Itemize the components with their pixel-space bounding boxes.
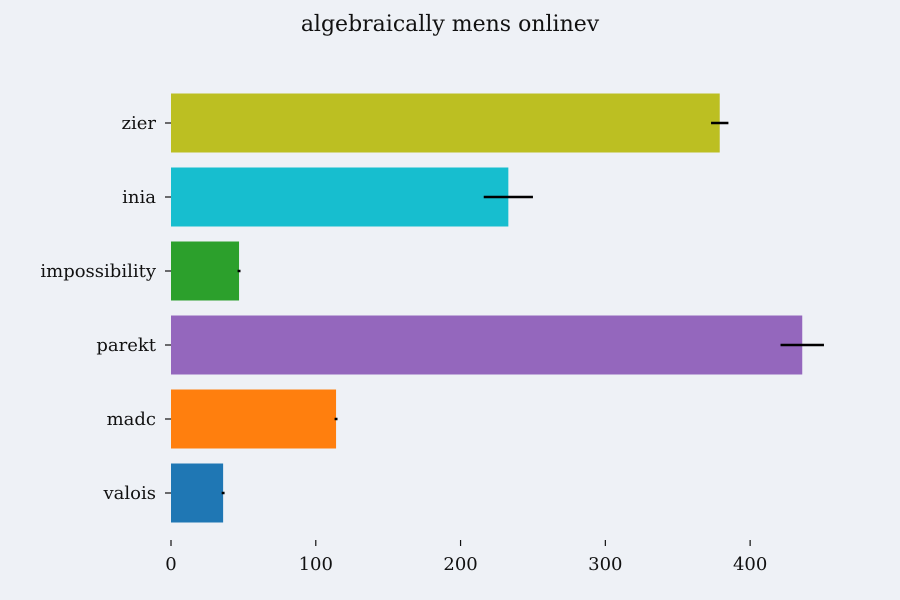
x-tick-label: 200: [443, 554, 477, 575]
bar-inia: [171, 167, 509, 227]
y-tick-label: parekt: [96, 335, 156, 356]
x-tick-label: 0: [165, 554, 176, 575]
chart-title: algebraically mens onlinev: [301, 12, 600, 37]
y-tick-label: impossibility: [40, 261, 156, 282]
x-tick-label: 400: [733, 554, 767, 575]
bar-zier: [171, 93, 720, 153]
y-tick-label: zier: [122, 113, 157, 134]
x-tick-label: 300: [588, 554, 622, 575]
bar-parekt: [171, 315, 803, 375]
x-tick-label: 100: [299, 554, 333, 575]
bars-group: [171, 93, 824, 523]
bar-valois: [171, 463, 224, 523]
y-tick-label: valois: [103, 483, 157, 504]
bar-madc: [171, 389, 337, 449]
bar-impossibility: [171, 241, 240, 301]
y-tick-label: inia: [122, 187, 156, 208]
y-tick-label: madc: [107, 409, 156, 430]
y-axis-ticks: valois madc parekt impossibility inia zier: [40, 113, 171, 504]
x-axis-ticks: 0 100 200 300 400: [165, 540, 767, 575]
